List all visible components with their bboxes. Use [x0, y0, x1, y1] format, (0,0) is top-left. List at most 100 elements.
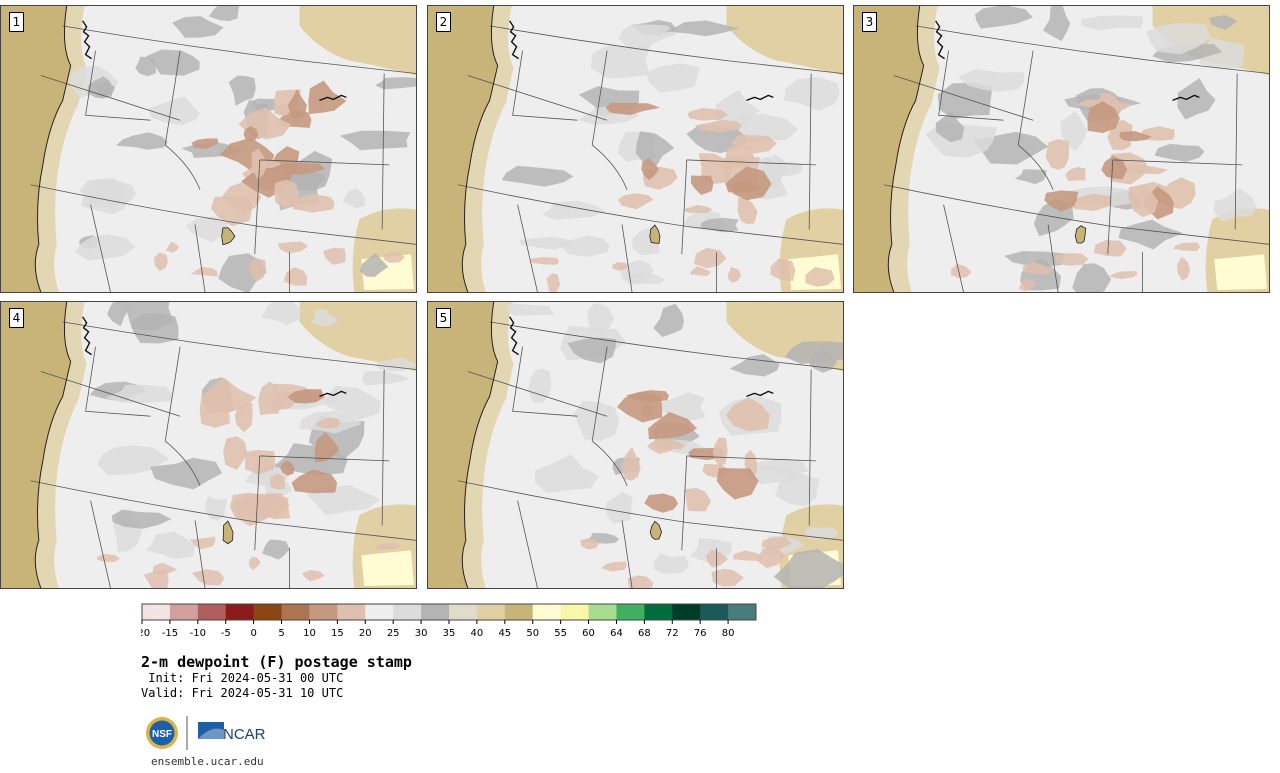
dewpoint-dry-patch — [950, 263, 972, 278]
dewpoint-gray-patch — [1146, 22, 1211, 55]
colorbar-swatch — [142, 604, 171, 620]
dewpoint-gray-patch — [605, 491, 633, 524]
state-border — [194, 224, 206, 292]
colorbar-swatch — [449, 604, 478, 620]
dewpoint-dry-patch — [728, 266, 741, 284]
great-salt-lake — [1074, 225, 1087, 244]
coastline — [461, 302, 499, 588]
dewpoint-dry-patch — [620, 446, 641, 481]
colorbar-swatch — [504, 604, 534, 620]
valid-time: Valid: Fri 2024-05-31 10 UTC — [141, 686, 344, 700]
dewpoint-gray-patch — [501, 165, 574, 187]
dewpoint-gray-patch — [145, 49, 200, 76]
dewpoint-dry-patch — [190, 266, 218, 277]
state-border — [467, 75, 608, 121]
lake-sakakawea — [319, 390, 347, 397]
dewpoint-gray-patch — [339, 130, 411, 151]
ncar-logo: NCAR — [198, 722, 266, 743]
southeast-high-dewpoint — [1214, 254, 1268, 291]
dewpoint-dry-patch — [627, 575, 654, 588]
dewpoint-dry-patch — [1101, 155, 1128, 180]
great-salt-lake — [649, 224, 661, 244]
dewpoint-dry-patch — [529, 256, 560, 265]
dewpoint-gray-patch — [505, 303, 555, 316]
dewpoint-dry-patch — [683, 205, 713, 214]
dewpoint-gray-patch — [107, 302, 130, 327]
dewpoint-dry-patch — [152, 562, 178, 576]
dewpoint-dry-patch — [191, 569, 225, 586]
postage-stamp-2: 2 — [427, 5, 844, 293]
dewpoint-dry-patch — [757, 546, 785, 569]
dewpoint-gray-patch — [375, 77, 416, 90]
dewpoint-gray-patch — [251, 98, 276, 112]
dewpoint-dry-patch — [1108, 271, 1138, 280]
dewpoint-dry-patch — [210, 195, 252, 227]
dewpoint-dry-patch — [684, 487, 712, 512]
puget-sound — [82, 316, 92, 356]
coastline — [34, 302, 72, 588]
dewpoint-gray-patch — [700, 217, 739, 233]
state-border — [381, 73, 385, 230]
dewpoint-dry-patch — [1055, 253, 1089, 266]
dewpoint-dry-patch — [761, 536, 792, 549]
dewpoint-dry-patch — [625, 390, 669, 403]
dewpoint-dry-patch — [243, 126, 259, 142]
state-border — [164, 50, 201, 190]
colorbar-tick-label: 55 — [554, 628, 567, 639]
dewpoint-gray-patch — [1072, 263, 1112, 292]
colorbar-tick-label: 30 — [415, 628, 428, 639]
colorbar-tick-label: 68 — [638, 628, 651, 639]
dewpoint-gray-patch — [146, 531, 195, 560]
state-border — [517, 500, 538, 588]
dewpoint-dry-patch — [191, 138, 219, 150]
dewpoint-gray-patch — [79, 179, 137, 208]
dewpoint-gray-patch — [618, 24, 677, 48]
dewpoint-dry-patch — [322, 247, 346, 265]
pacific-ocean — [1, 6, 71, 292]
state-border — [1107, 159, 1114, 255]
coastal-moist-zone — [462, 302, 514, 588]
dewpoint-gray-patch — [935, 111, 965, 143]
colorbar-swatch — [588, 604, 617, 620]
dewpoint-dry-patch — [546, 273, 561, 292]
coastal-moist-zone — [35, 302, 87, 588]
great-salt-lake — [221, 227, 236, 246]
coastline — [34, 6, 72, 292]
colorbar-tick-label: -5 — [221, 628, 231, 639]
dewpoint-dry-patch — [1173, 242, 1201, 251]
state-border — [621, 224, 633, 292]
dewpoint-gray-patch — [542, 200, 606, 220]
colorbar-swatch — [365, 604, 394, 620]
state-border — [489, 25, 843, 74]
state-border — [808, 369, 812, 526]
state-border — [681, 159, 688, 255]
colorbar-swatch — [560, 604, 589, 620]
dewpoint-gray-patch — [1081, 15, 1144, 31]
colorbar-swatch — [672, 604, 701, 620]
state-border — [467, 371, 608, 417]
dewpoint-dry-patch — [1087, 101, 1120, 134]
state-border — [457, 480, 843, 541]
dewpoint-gray-patch — [186, 216, 228, 243]
dewpoint-gray-patch — [172, 16, 224, 38]
dewpoint-dry-patch — [314, 417, 341, 429]
coastline — [461, 6, 499, 292]
dewpoint-dry-patch — [732, 550, 764, 562]
state-border — [30, 184, 416, 245]
dewpoint-gray-patch — [653, 553, 690, 574]
colorbar-swatch — [728, 604, 757, 620]
dewpoint-dry-patch — [276, 103, 290, 116]
dewpoint-dry-patch — [1068, 193, 1112, 211]
colorbar-swatch — [253, 604, 282, 620]
state-border — [62, 321, 416, 370]
state-border — [457, 184, 843, 245]
colorbar-tick-label: 60 — [582, 628, 595, 639]
dewpoint-dry-patch — [269, 162, 326, 175]
state-border — [686, 455, 817, 462]
dewpoint-dry-patch — [612, 262, 629, 271]
map-2 — [428, 6, 843, 292]
logos: NSF NCAR — [145, 715, 275, 751]
dewpoint-dry-patch — [725, 166, 772, 201]
dewpoint-gray-patch — [327, 385, 382, 420]
stamp-number-label: 3 — [862, 12, 877, 32]
